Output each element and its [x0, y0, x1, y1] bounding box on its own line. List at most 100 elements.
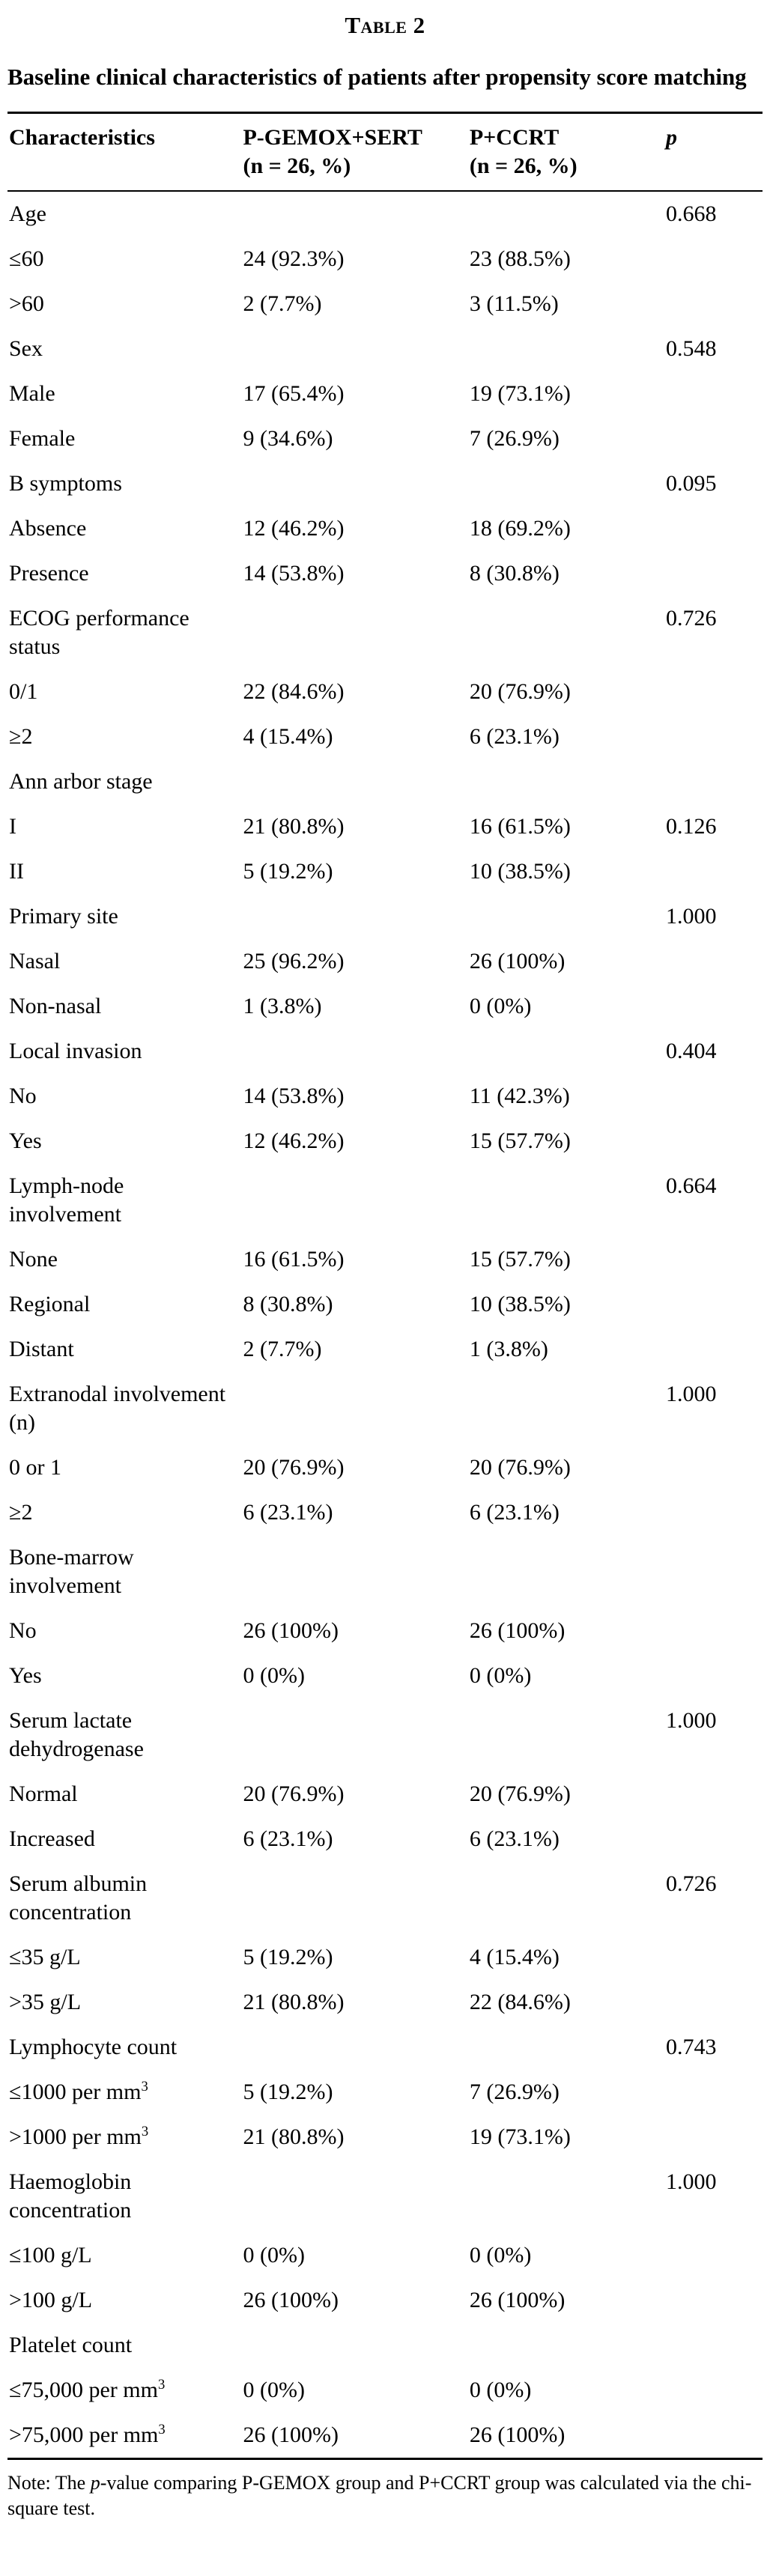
group1-value-cell: [241, 596, 467, 669]
group1-value-cell: [241, 1535, 467, 1609]
table-row: ≤1000 per mm3 5 (19.2%) 7 (26.9%): [7, 2070, 763, 2115]
group1-value-cell: 21 (80.8%): [243, 814, 345, 839]
table-row: B symptoms 0.095: [7, 461, 763, 506]
table-row: Haemoglobin concentration 1.000: [7, 2160, 763, 2233]
group1-value-cell: 12 (46.2%): [243, 516, 345, 541]
table-row: >35 g/L 21 (80.8%) 22 (84.6%): [7, 1980, 763, 2025]
group2-value-cell: 26 (100%): [469, 2288, 566, 2312]
header-row: Characteristics P-GEMOX+SERT (n = 26, %)…: [7, 112, 763, 191]
p-value-cell: [664, 1074, 763, 1119]
table-row: Bone-marrow involvement: [7, 1535, 763, 1609]
footnote-text-suffix: -value comparing P-GEMOX group and P+CCR…: [7, 2472, 752, 2519]
group2-value-cell: 3 (11.5%): [469, 291, 559, 316]
group2-value-cell: 23 (88.5%): [469, 246, 571, 271]
group2-value-cell: 15 (57.7%): [469, 1247, 571, 1272]
group2-value-cell: 10 (38.5%): [469, 859, 571, 884]
table-row: Non-nasal 1 (3.8%) 0 (0%): [7, 984, 763, 1029]
table-row: >75,000 per mm3 26 (100%) 26 (100%): [7, 2413, 763, 2459]
table-row: >60 2 (7.7%) 3 (11.5%): [7, 282, 763, 326]
group2-value-cell: 20 (76.9%): [469, 1781, 571, 1806]
group1-value-cell: [241, 894, 467, 939]
group1-value-cell: [241, 1372, 467, 1445]
table-row: Age 0.668: [7, 191, 763, 237]
row-label: Regional: [9, 1292, 91, 1316]
group2-value-cell: 26 (100%): [469, 1618, 566, 1643]
group2-value-cell: 11 (42.3%): [469, 1084, 570, 1108]
table-row: II 5 (19.2%) 10 (38.5%): [7, 849, 763, 894]
p-value-cell: [664, 669, 763, 714]
group1-value-cell: 22 (84.6%): [243, 679, 345, 704]
group2-value-cell: 19 (73.1%): [469, 2124, 571, 2149]
table-row: No 26 (100%) 26 (100%): [7, 1609, 763, 1653]
row-label: ≤75,000 per mm3: [9, 2377, 166, 2402]
group2-value-cell: [468, 1029, 664, 1074]
row-label: Ann arbor stage: [9, 769, 153, 794]
row-label: ≥2: [9, 724, 33, 749]
group1-value-cell: 9 (34.6%): [243, 426, 333, 451]
group2-value-cell: [468, 2323, 664, 2368]
row-label: ≤35 g/L: [9, 1945, 81, 1969]
group2-value-cell: 7 (26.9%): [469, 2080, 560, 2104]
row-label: Local invasion: [9, 1039, 142, 1063]
group2-value-cell: 20 (76.9%): [469, 1455, 571, 1480]
group1-value-cell: [241, 759, 467, 804]
row-label: Nasal: [9, 949, 61, 973]
table-row: Sex 0.548: [7, 326, 763, 371]
table-row: Extranodal involvement (n) 1.000: [7, 1372, 763, 1445]
label-superscript: 3: [141, 2124, 149, 2139]
group2-value-cell: 1 (3.8%): [469, 1337, 548, 1361]
p-value-cell: [664, 2323, 763, 2368]
group2-value-cell: [468, 1698, 664, 1772]
p-value-cell: [664, 1772, 763, 1817]
group2-value-cell: [468, 759, 664, 804]
table-row: Normal 20 (76.9%) 20 (76.9%): [7, 1772, 763, 1817]
group2-value-cell: 8 (30.8%): [469, 561, 560, 586]
group2-value-cell: 19 (73.1%): [469, 381, 571, 406]
row-label: Yes: [9, 1663, 42, 1688]
p-value-cell: [664, 506, 763, 551]
table-row: Serum albumin concentration 0.726: [7, 1862, 763, 1935]
row-label: >1000 per mm3: [9, 2124, 149, 2149]
group2-value-cell: 20 (76.9%): [469, 679, 571, 704]
table-row: Lymphocyte count 0.743: [7, 2025, 763, 2070]
group1-value-cell: 21 (80.8%): [243, 2124, 345, 2149]
group1-value-cell: [241, 1164, 467, 1237]
table-row: Yes 12 (46.2%) 15 (57.7%): [7, 1119, 763, 1164]
group2-value-cell: 4 (15.4%): [469, 1945, 560, 1969]
group2-value-cell: 0 (0%): [469, 994, 532, 1018]
group2-value-cell: 0 (0%): [469, 2378, 532, 2402]
table-row: Distant 2 (7.7%) 1 (3.8%): [7, 1327, 763, 1372]
group1-value-cell: 2 (7.7%): [243, 1337, 322, 1361]
group1-value-cell: 6 (23.1%): [243, 1826, 333, 1851]
group1-value-cell: 0 (0%): [243, 2243, 305, 2267]
table-footnote: Note: The p-value comparing P-GEMOX grou…: [7, 2470, 763, 2521]
col-header-text: P+CCRT: [469, 125, 560, 150]
p-value-cell: 0.404: [665, 1039, 717, 1063]
group1-value-cell: 14 (53.8%): [243, 561, 345, 586]
group2-value-cell: 15 (57.7%): [469, 1128, 571, 1153]
group2-value-cell: [468, 461, 664, 506]
p-value-cell: 0.548: [665, 336, 717, 361]
p-value-cell: [664, 2070, 763, 2115]
p-value-cell: [664, 1119, 763, 1164]
group2-value-cell: [468, 2025, 664, 2070]
p-value-cell: [664, 416, 763, 461]
row-label: Primary site: [9, 904, 118, 929]
group1-value-cell: [241, 326, 467, 371]
group2-value-cell: 26 (100%): [469, 949, 566, 973]
row-label: Bone-marrow involvement: [9, 1545, 134, 1598]
table-number-label: Table 2: [345, 12, 425, 38]
p-value-cell: [664, 1282, 763, 1327]
group1-value-cell: 24 (92.3%): [243, 246, 345, 271]
p-value-cell: 1.000: [665, 2169, 717, 2194]
table-row: >100 g/L 26 (100%) 26 (100%): [7, 2278, 763, 2323]
group1-value-cell: 21 (80.8%): [243, 1990, 345, 2014]
group2-value-cell: 6 (23.1%): [469, 1500, 560, 1525]
row-label: No: [9, 1084, 37, 1108]
group1-value-cell: 2 (7.7%): [243, 291, 322, 316]
group2-value-cell: [468, 1164, 664, 1237]
row-label: None: [9, 1247, 58, 1272]
row-label: Sex: [9, 336, 43, 361]
group1-value-cell: 20 (76.9%): [243, 1455, 345, 1480]
group1-value-cell: 6 (23.1%): [243, 1500, 333, 1525]
